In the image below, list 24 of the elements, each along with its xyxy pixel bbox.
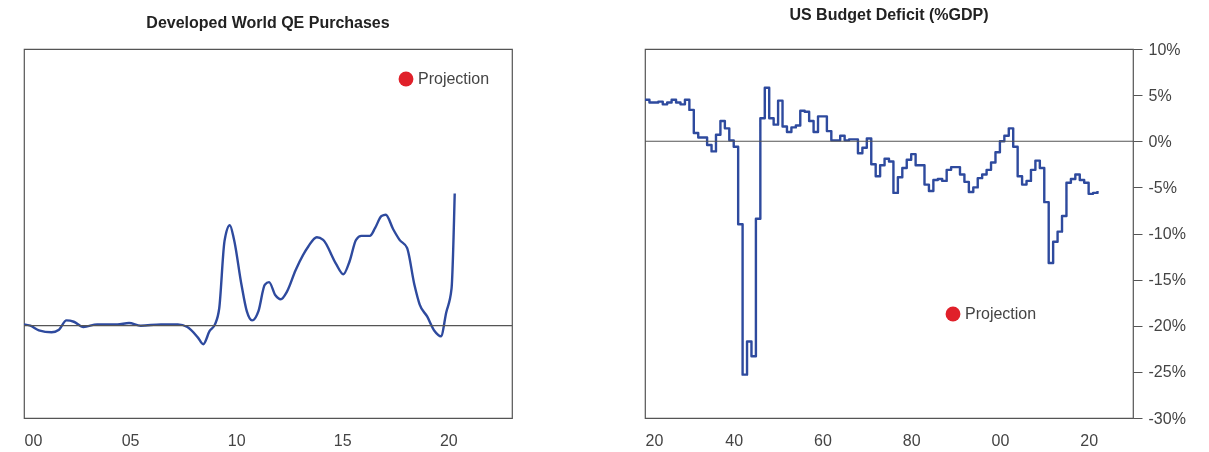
y-tick-label: 5% — [1148, 86, 1172, 104]
chart-title: US Budget Deficit (%GDP) — [789, 6, 989, 23]
x-tick-label: 80 — [902, 431, 921, 449]
x-tick-label: 40 — [725, 431, 744, 449]
y-tick-label: -15% — [1148, 271, 1186, 289]
x-tick-label: 15 — [333, 431, 352, 449]
x-tick-label: 20 — [645, 431, 664, 449]
x-tick-label: 20 — [1080, 431, 1099, 449]
x-tick-label: 60 — [814, 431, 832, 449]
x-tick-label: 00 — [24, 431, 43, 449]
x-tick-label: 05 — [121, 431, 140, 449]
y-tick-label: 0% — [1148, 132, 1172, 150]
y-tick-label: -20% — [1148, 317, 1186, 335]
x-tick-label: 20 — [439, 431, 458, 449]
x-tick-label: 10 — [227, 431, 246, 449]
y-tick-label: -30% — [1148, 409, 1186, 427]
y-tick-label: -5% — [1148, 178, 1177, 196]
y-tick-label: -25% — [1148, 363, 1186, 381]
chart-title: Developed World QE Purchases — [146, 14, 390, 31]
legend-label: Projection — [965, 305, 1037, 322]
x-tick-label: 00 — [991, 431, 1010, 449]
y-tick-label: 10% — [1148, 40, 1181, 58]
legend-label: Projection — [418, 70, 490, 87]
y-tick-label: -10% — [1148, 225, 1186, 242]
